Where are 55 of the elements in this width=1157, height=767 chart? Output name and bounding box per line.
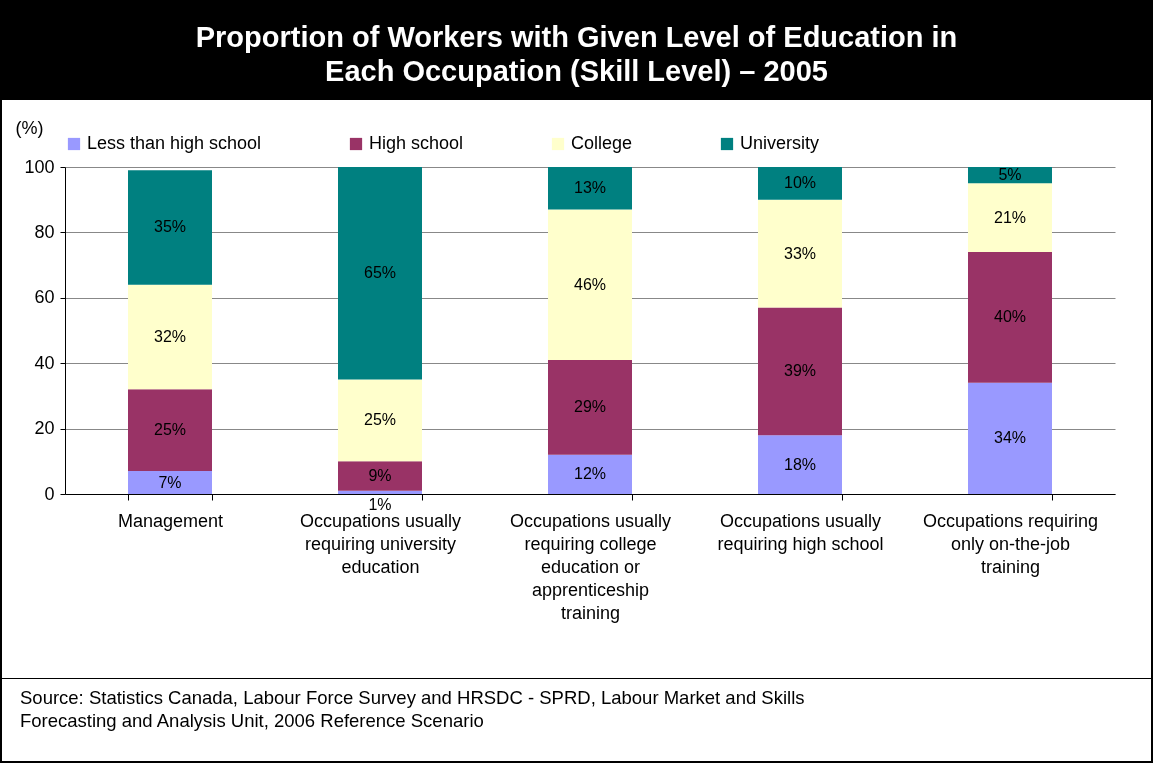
bar [968,183,1052,253]
bar [548,167,632,210]
data-label: 34% [993,429,1027,447]
y-tick-label: 0 [44,483,55,504]
data-label: 40% [993,308,1027,326]
data-label: 39% [783,362,817,380]
y-tick-label: 40 [34,352,55,373]
data-label: 33% [783,244,817,262]
legend-label: College [571,133,633,153]
y-axis-title: (%) [15,117,44,138]
data-label: 10% [783,174,817,192]
y-tick-label: 100 [24,156,55,177]
bar [758,167,842,200]
data-label: 5% [998,166,1022,184]
data-label: 65% [363,264,397,282]
bar [548,454,632,494]
bar [758,307,842,436]
source-note: Source: Statistics Canada, Labour Force Survey and HRSDC - SPRD, Labour Market and Skills Forecasting and Analysis Unit, 2006 Reference Scenario [2,678,1151,761]
bar [128,284,212,390]
data-label: 12% [573,465,607,483]
data-label: 25% [363,411,397,429]
bar [338,167,422,380]
y-tick-label: 60 [34,287,55,308]
legend-label: University [740,133,820,153]
data-label: 18% [783,455,817,473]
x-tick-label: Occupations usually requiring college education or apprenticeship training [509,510,672,623]
bar [548,359,632,455]
data-label: 32% [153,328,187,346]
bar [128,170,212,285]
data-label: 9% [368,467,392,485]
data-label: 7% [158,473,182,491]
data-label: 35% [153,218,187,236]
bar [548,209,632,360]
data-label: 46% [573,275,607,293]
bar [968,382,1052,494]
legend-label: High school [369,133,464,153]
data-label: 25% [153,421,187,439]
y-tick-label: 20 [34,418,55,439]
bar [758,199,842,308]
bar [758,435,842,494]
bar [128,471,212,494]
bar [338,490,422,494]
x-tick-label: Management [117,510,224,531]
data-label: 29% [573,398,607,416]
bar [968,252,1052,383]
bar [338,379,422,462]
x-tick-label: Occupations usually requiring high school [717,510,884,554]
data-label: 21% [993,208,1027,226]
chart-title: Proportion of Workers with Given Level of Education in Each Occupation (Skill Level) – 2005 [2,2,1151,100]
legend-label: Less than high school [87,133,262,153]
y-tick-label: 80 [34,221,55,242]
x-tick-label: Occupations requiring only on-the-job training [922,510,1099,577]
data-label: 13% [573,179,607,197]
bar [128,389,212,472]
bar [338,461,422,491]
